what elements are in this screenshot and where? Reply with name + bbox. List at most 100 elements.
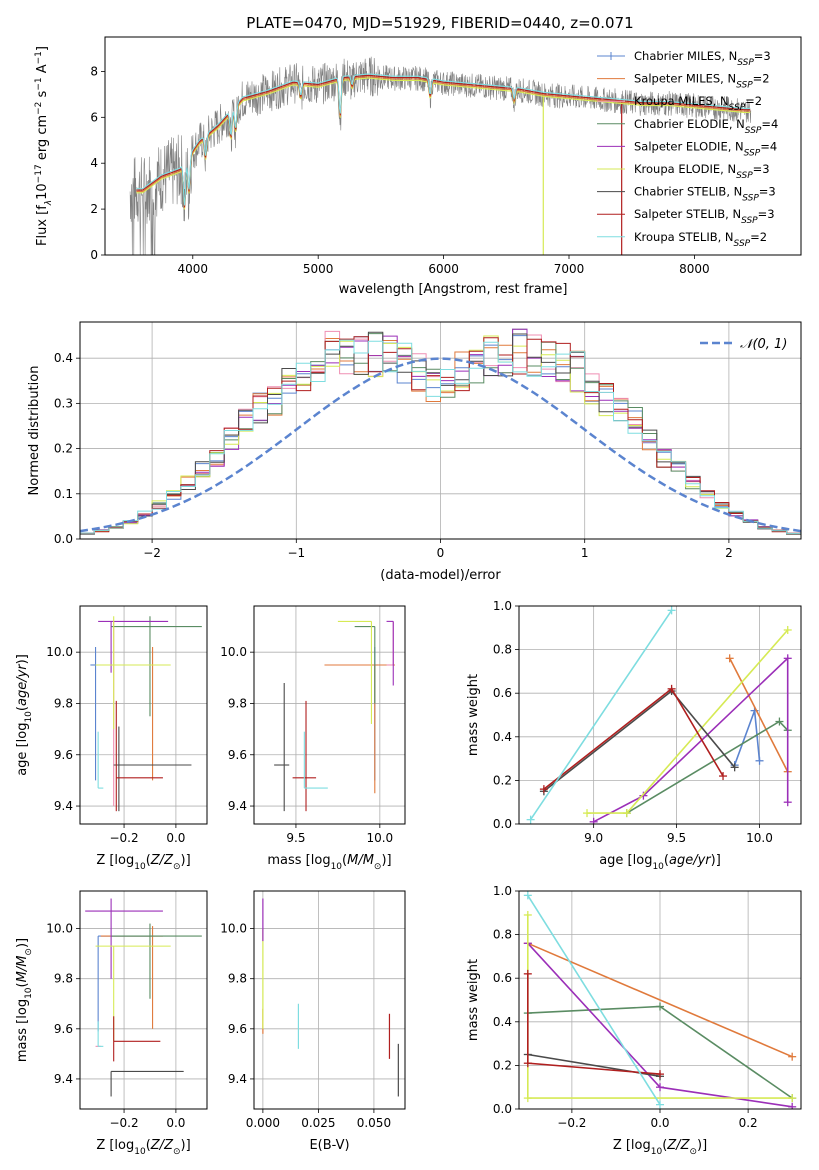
y-tick-label: 0.0 xyxy=(493,817,512,831)
x-tick-label: 8000 xyxy=(679,262,710,276)
legend-label: Chabrier STELIB, NSSP=3 xyxy=(634,185,776,204)
mass-weight-vs-metallicity-panel: −0.2 0.0 0.2 0.0 0.2 0.4 0.6 0.8 1.0 Z [log10(Z/Z… xyxy=(466,884,802,1157)
x-tick-label: −1 xyxy=(287,546,305,560)
y-tick-label: 0.6 xyxy=(493,686,512,700)
x-tick-label: 4000 xyxy=(178,262,209,276)
mass-vs-metallicity-panel: −0.2 0.0 9.4 9.6 9.8 10.0 Z [log10(Z/Z⊙)] mass … xyxy=(15,890,208,1157)
legend-label: 𝒩(0, 1) xyxy=(740,337,787,352)
x-tick-label: −0.2 xyxy=(109,1116,138,1130)
x-tick-label: 0.2 xyxy=(739,1116,758,1130)
weight-line xyxy=(527,894,661,1106)
y-tick-label: 0 xyxy=(90,248,98,262)
age-vs-metallicity-panel: −0.2 0.0 9.4 9.6 9.8 10.0 Z [log10(Z/Z⊙)] age [… xyxy=(15,605,208,872)
y-tick-label: 0.6 xyxy=(493,971,512,985)
weight-line xyxy=(526,973,661,1075)
y-tick-label: 0.3 xyxy=(54,396,73,410)
y-tick-label: 0.4 xyxy=(54,351,73,365)
figure-title: PLATE=0470, MJD=51929, FIBERID=0440, z=0… xyxy=(246,14,633,32)
y-tick-label: 10.0 xyxy=(220,645,247,659)
weight-line xyxy=(527,942,793,1058)
x-axis-label: E(B-V) xyxy=(309,1138,349,1153)
weight-line xyxy=(733,710,761,766)
y-tick-label: 2 xyxy=(90,202,98,216)
y-tick-label: 0.4 xyxy=(493,730,512,744)
x-tick-label: 10.0 xyxy=(366,831,393,845)
x-tick-label: 0.0 xyxy=(166,1116,185,1130)
y-axis-label: Flux [fλ10−17 erg cm−2 s−1 A−1] xyxy=(34,46,54,246)
x-tick-label: 1 xyxy=(581,546,589,560)
legend-label: Kroupa STELIB, NSSP=2 xyxy=(634,230,767,249)
y-axis-label: mass weight xyxy=(466,674,481,756)
y-tick-label: 9.8 xyxy=(228,972,247,986)
x-axis-label: age [log10(age/yr)] xyxy=(599,853,721,872)
y-axis-label: age [log10(age/yr)] xyxy=(15,654,34,776)
legend-label: Salpeter MILES, NSSP=2 xyxy=(634,72,770,91)
x-tick-label: 0 xyxy=(437,546,445,560)
y-tick-label: 9.8 xyxy=(228,696,247,710)
weight-line xyxy=(543,689,736,792)
y-tick-label: 0.2 xyxy=(54,442,73,456)
y-tick-label: 9.6 xyxy=(54,748,73,762)
y-axis-label: mass weight xyxy=(466,959,481,1041)
y-tick-label: 0.8 xyxy=(493,643,512,657)
legend-label: Chabrier ELODIE, NSSP=4 xyxy=(634,117,778,136)
errorbars xyxy=(90,616,202,812)
y-axis-label: mass [log10(M/M⊙)] xyxy=(15,938,34,1062)
x-tick-label: −0.2 xyxy=(109,831,138,845)
y-tick-label: 9.6 xyxy=(228,748,247,762)
x-tick-label: 9.5 xyxy=(286,831,305,845)
y-tick-label: 10.0 xyxy=(46,922,73,936)
weight-line xyxy=(543,687,724,790)
model-spectrum xyxy=(136,73,751,206)
axes-frame xyxy=(79,890,208,1110)
y-tick-label: 0.0 xyxy=(493,1102,512,1116)
x-axis-label: wavelength [Angstrom, rest frame] xyxy=(339,282,568,297)
y-tick-label: 6 xyxy=(90,110,98,124)
errorbars xyxy=(85,898,202,1097)
legend-label: Chabrier MILES, NSSP=3 xyxy=(634,49,771,68)
weight-lines xyxy=(523,891,797,1109)
axes-frame xyxy=(79,605,208,825)
x-axis-label: Z [log10(Z/Z⊙)] xyxy=(96,1138,190,1157)
residual-histogram xyxy=(80,339,801,539)
y-tick-label: 9.4 xyxy=(228,1072,247,1086)
mass-vs-reddening-panel: 0.000 0.025 0.050 9.4 9.6 9.8 10.0 E(B-V) xyxy=(220,890,406,1153)
y-tick-label: 9.4 xyxy=(54,799,73,813)
age-vs-mass-panel: 9.5 10.0 9.4 9.6 9.8 10.0 mass [log10(M/M⊙)] xyxy=(220,605,406,872)
x-tick-label: 9.0 xyxy=(584,831,603,845)
gaussian-curve xyxy=(80,357,801,533)
y-axis-label: Normed distribution xyxy=(27,366,42,496)
x-tick-label: 0.0 xyxy=(166,831,185,845)
legend-label: Salpeter ELODIE, NSSP=4 xyxy=(634,139,777,158)
errorbars xyxy=(262,898,399,1097)
x-axis-label: mass [log10(M/M⊙)] xyxy=(267,853,391,872)
errorbars xyxy=(274,620,395,812)
weight-line xyxy=(587,629,789,814)
histograms xyxy=(80,328,801,539)
y-tick-label: 8 xyxy=(90,64,98,78)
y-tick-label: 0.2 xyxy=(493,773,512,787)
spectrum-lines xyxy=(129,56,752,255)
residual-histogram-panel: −2 −1 0 1 2 0.0 0.1 0.2 0.3 0.4 𝒩(0, 1) (data-model… xyxy=(27,321,802,583)
y-tick-label: 4 xyxy=(90,156,98,170)
x-axis-label: Z [log10(Z/Z⊙)] xyxy=(613,1138,707,1157)
y-tick-label: 0.0 xyxy=(54,532,73,546)
x-tick-label: −0.2 xyxy=(557,1116,586,1130)
axes-frame xyxy=(518,605,802,825)
y-tick-label: 10.0 xyxy=(220,922,247,936)
x-tick-label: 10.0 xyxy=(746,831,773,845)
x-tick-label: 6000 xyxy=(428,262,459,276)
axes-frame xyxy=(253,605,406,825)
y-tick-label: 0.2 xyxy=(493,1058,512,1072)
x-tick-label: 0.050 xyxy=(357,1116,391,1130)
x-tick-label: 0.000 xyxy=(246,1116,280,1130)
y-tick-label: 0.8 xyxy=(493,928,512,942)
weight-line xyxy=(593,656,789,823)
mass-weight-vs-age-panel: 9.0 9.5 10.0 0.0 0.2 0.4 0.6 0.8 1.0 age [log10(a… xyxy=(466,599,802,872)
legend-label: Kroupa MILES, NSSP=2 xyxy=(634,94,762,113)
legend-label: Kroupa ELODIE, NSSP=3 xyxy=(634,162,770,181)
axes-frame xyxy=(518,890,802,1110)
y-tick-label: 9.6 xyxy=(54,1022,73,1036)
weight-line xyxy=(728,657,789,773)
